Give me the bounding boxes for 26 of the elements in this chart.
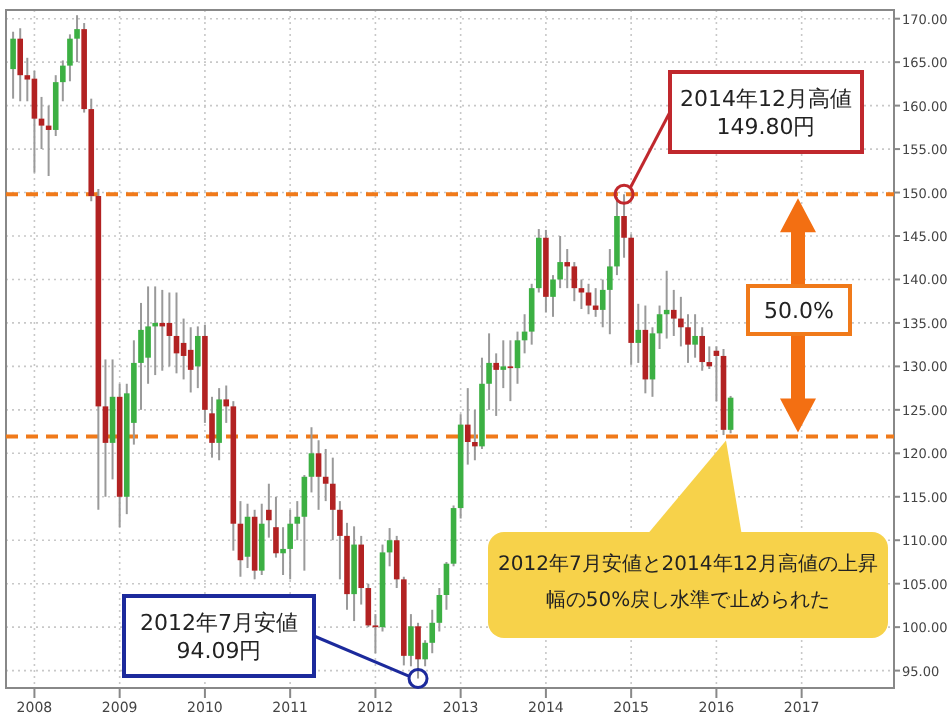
candlestick: [17, 27, 24, 103]
candlestick: [216, 387, 222, 462]
candlestick: [315, 439, 322, 511]
candlestick: [464, 387, 471, 466]
candlestick: [152, 285, 158, 377]
candlestick: [692, 313, 698, 359]
callout-retrace: 2012年7月安値と2014年12月高値の上昇幅の50%戻し水準で止められた: [488, 440, 888, 638]
annotation: 2012年7月安値 94.09円: [140, 609, 298, 664]
candlestick: [195, 325, 201, 390]
candlestick: [571, 261, 578, 303]
candlestick: [322, 447, 329, 503]
candlestick: [187, 326, 194, 394]
annotation: 2012年7月安値と2014年12月高値の上昇幅の50%戻し水準で止められた: [496, 551, 880, 616]
candlestick: [287, 508, 293, 581]
annotation: 50.0%: [764, 297, 834, 324]
candlestick: [38, 95, 45, 151]
candlestick: [408, 613, 414, 668]
candlestick: [10, 30, 16, 100]
candlestick: [514, 330, 521, 385]
candlestick: [159, 288, 166, 372]
candlestick: [507, 339, 514, 403]
candlestick: [415, 621, 421, 680]
callout-low: 2012年7月安値 94.09円: [122, 594, 316, 678]
callout-high: 2014年12月高値 149.80円: [668, 70, 864, 154]
annotation: 2014年12月高値 149.80円: [680, 85, 852, 140]
candlestick: [635, 302, 642, 364]
